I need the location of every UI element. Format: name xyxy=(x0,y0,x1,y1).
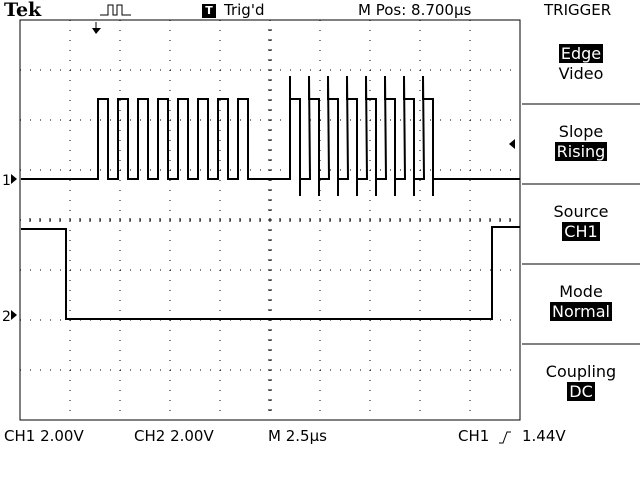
type-video-option[interactable]: Video xyxy=(558,64,604,83)
graticule xyxy=(19,19,521,421)
ch2-ground-marker: 2 xyxy=(2,309,17,325)
mode-label: Mode xyxy=(559,282,603,301)
trigger-source-readout: CH1 xyxy=(458,427,490,445)
menu-mode-button[interactable]: Mode Normal xyxy=(522,282,640,322)
trigger-menu: Edge Video Slope Rising Source CH1 Mode … xyxy=(522,20,640,426)
source-label: Source xyxy=(553,202,609,221)
slope-label: Slope xyxy=(558,122,604,141)
ch1-marker-label: 1 xyxy=(2,173,11,189)
menu-dividers xyxy=(522,103,640,345)
menu-coupling-button[interactable]: Coupling DC xyxy=(522,362,640,402)
status-bar: Tek T Trig'd M Pos: 8.700µs TRIGGER xyxy=(0,0,640,20)
trigger-level-readout: 1.44V xyxy=(522,427,566,445)
ch1-scale-readout: CH1 2.00V xyxy=(4,427,84,445)
horizontal-position-readout: M Pos: 8.700µs xyxy=(358,1,472,19)
trigger-status-label: Trig'd xyxy=(224,1,265,19)
slope-value: Rising xyxy=(554,142,608,161)
acquisition-pulse-icon xyxy=(100,4,131,16)
readout-bar: CH1 2.00V CH2 2.00V M 2.5µs CH1 1.44V xyxy=(0,428,640,448)
menu-source-button[interactable]: Source CH1 xyxy=(522,202,640,242)
menu-slope-button[interactable]: Slope Rising xyxy=(522,122,640,162)
trigger-level-marker-icon xyxy=(509,139,515,149)
mode-value: Normal xyxy=(550,302,612,321)
trigger-status-icon: T xyxy=(202,3,216,18)
ch2-marker-label: 2 xyxy=(2,309,11,325)
ch2-scale-readout: CH2 2.00V xyxy=(134,427,214,445)
brand-logo: Tek xyxy=(4,0,42,21)
coupling-label: Coupling xyxy=(545,362,617,381)
ch1-waveform xyxy=(21,75,520,196)
coupling-value: DC xyxy=(567,382,595,401)
menu-title: TRIGGER xyxy=(544,1,612,19)
rising-edge-icon xyxy=(499,431,511,444)
ch2-waveform xyxy=(21,226,520,320)
menu-type-selector[interactable]: Edge Video xyxy=(522,44,640,84)
ch1-ground-marker: 1 xyxy=(2,173,17,189)
timebase-readout: M 2.5µs xyxy=(268,427,327,445)
type-edge-option[interactable]: Edge xyxy=(558,44,604,63)
trigger-status: T Trig'd xyxy=(202,2,264,19)
source-value: CH1 xyxy=(562,222,600,241)
trigger-position-marker-icon xyxy=(92,22,101,34)
